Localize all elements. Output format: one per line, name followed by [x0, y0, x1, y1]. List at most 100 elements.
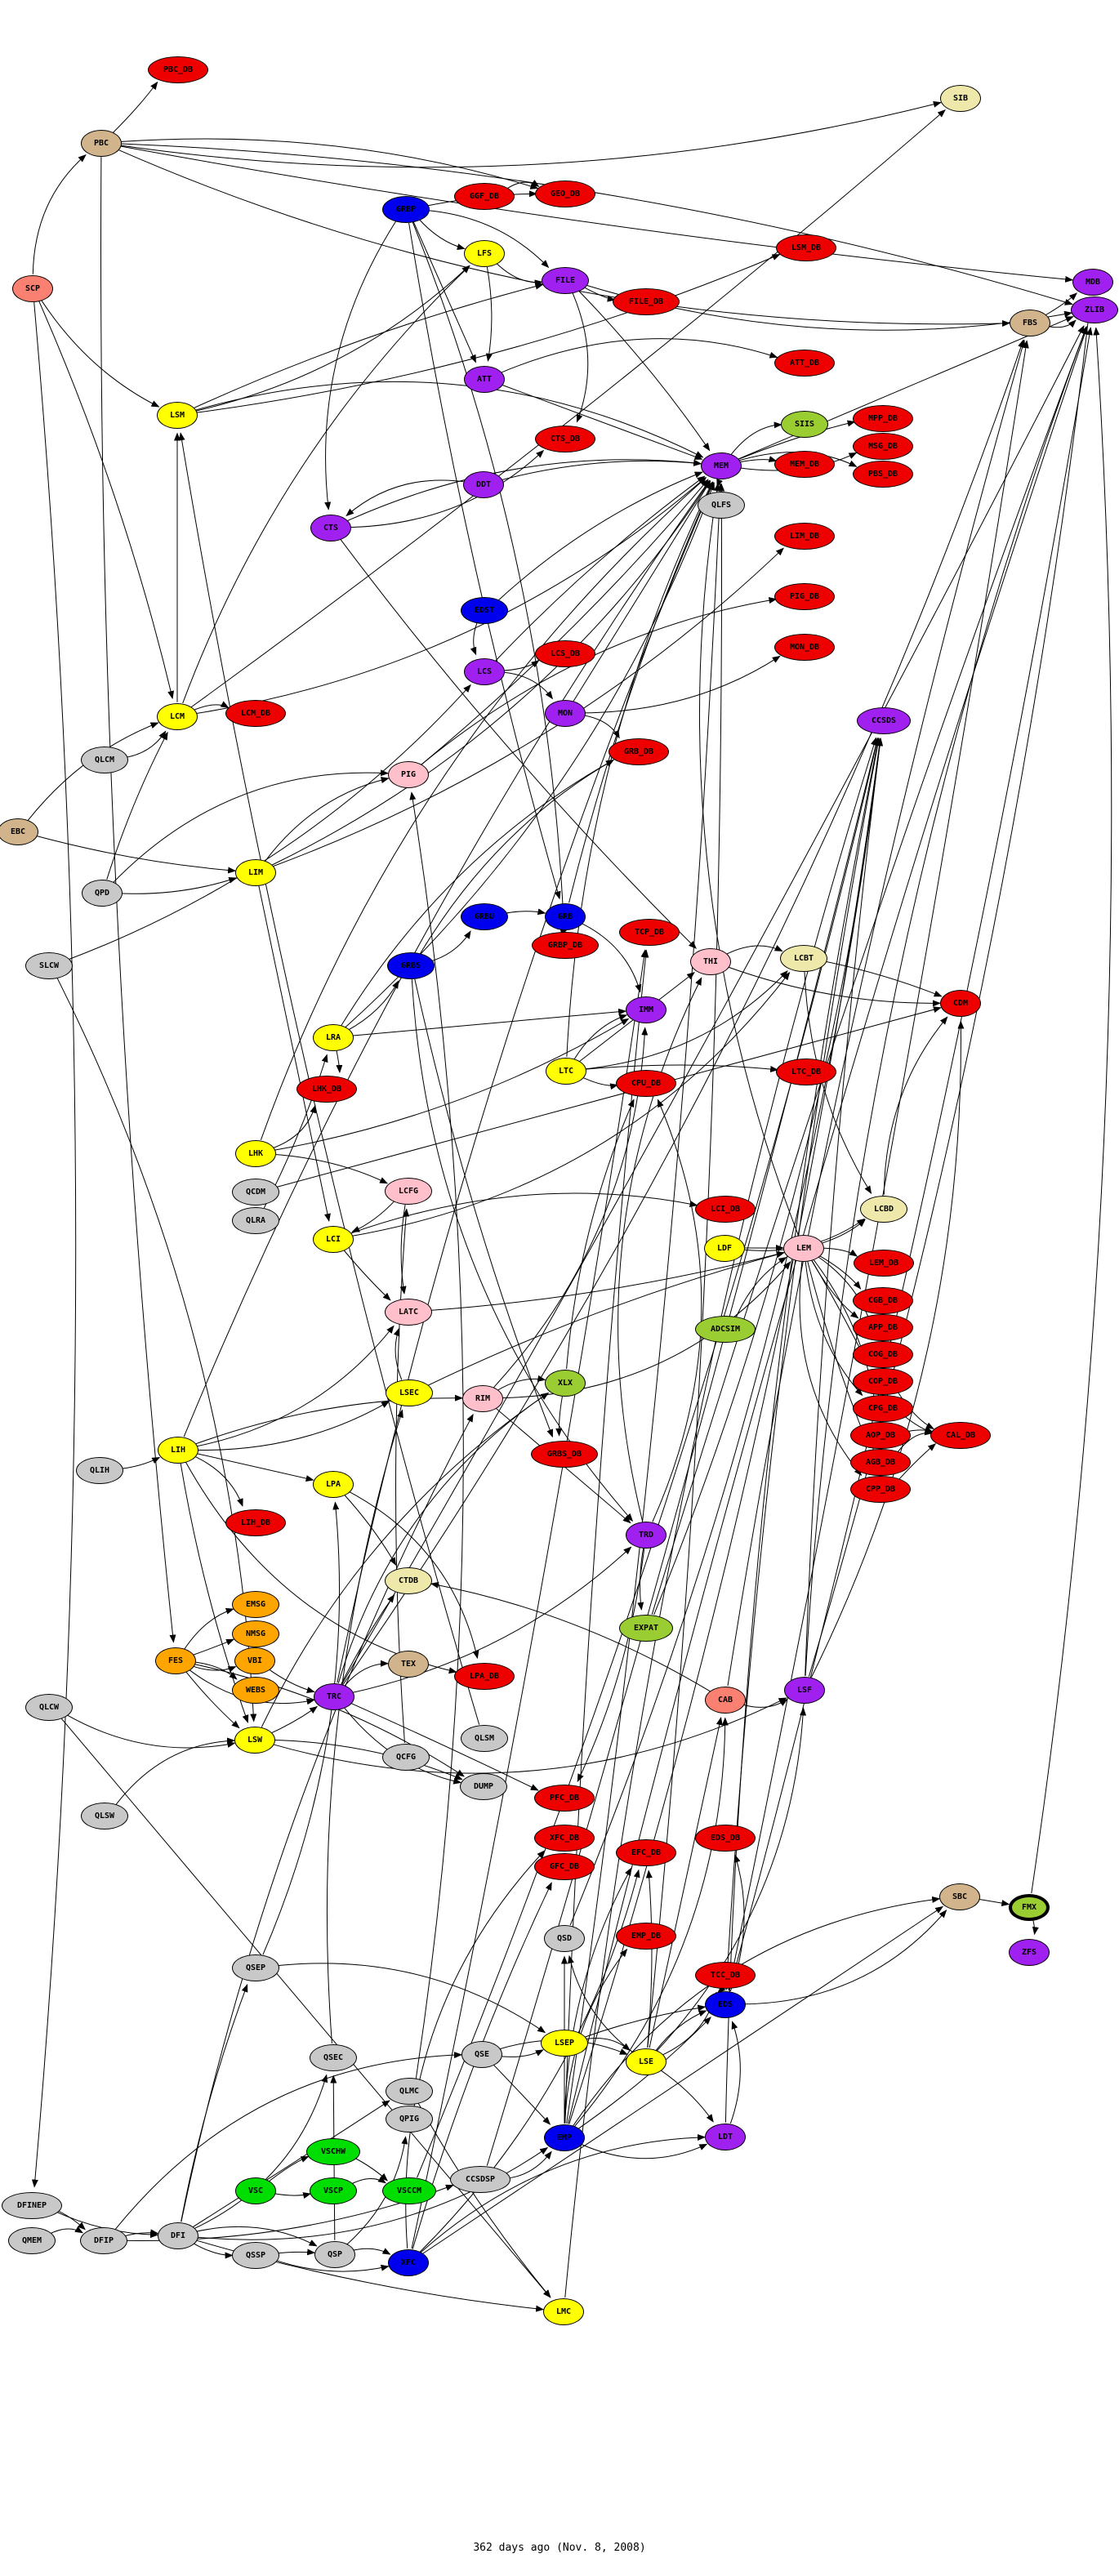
node-ldf[interactable]: LDF [704, 1234, 745, 1262]
node-fbs[interactable]: FBS [1010, 309, 1050, 336]
node-latc[interactable]: LATC [385, 1298, 432, 1326]
node-aop_db[interactable]: AOP_DB [850, 1421, 911, 1449]
node-qssp[interactable]: QSSP [232, 2241, 279, 2269]
node-ldt[interactable]: LDT [705, 2123, 746, 2150]
node-trc[interactable]: TRC [314, 1682, 354, 1710]
node-qpd[interactable]: QPD [82, 879, 123, 907]
node-qlfs[interactable]: QLFS [698, 491, 745, 519]
node-lcbd[interactable]: LCBD [860, 1195, 907, 1223]
node-slcw[interactable]: SLCW [25, 952, 73, 979]
node-sib[interactable]: SIB [940, 84, 981, 112]
node-cog_db[interactable]: COG_DB [853, 1340, 913, 1368]
node-lsm_db[interactable]: LSM_DB [776, 234, 836, 261]
node-lsec[interactable]: LSEC [386, 1379, 433, 1406]
node-ggf_db[interactable]: GGF_DB [454, 182, 515, 210]
node-lih_db[interactable]: LIH_DB [225, 1509, 286, 1536]
node-siis[interactable]: SIIS [781, 410, 828, 438]
node-eds_db[interactable]: EDS_DB [695, 1824, 756, 1852]
node-rim[interactable]: RIM [462, 1384, 503, 1412]
node-emp_db[interactable]: EMP_DB [616, 1922, 676, 1950]
node-qlcm[interactable]: QLCM [81, 746, 128, 773]
node-qlsm[interactable]: QLSM [461, 1724, 508, 1752]
node-ctdb[interactable]: CTDB [385, 1567, 432, 1594]
node-agb_db[interactable]: AGB_DB [850, 1448, 911, 1476]
node-grbs[interactable]: GRBS [387, 952, 435, 979]
node-cgb_db[interactable]: CGB_DB [853, 1286, 913, 1314]
node-cab[interactable]: CAB [705, 1686, 746, 1714]
node-app_db[interactable]: APP_DB [853, 1313, 913, 1341]
node-mem[interactable]: MEM [701, 452, 742, 479]
node-qcfg[interactable]: QCFG [382, 1743, 430, 1771]
node-mdb[interactable]: MDB [1072, 268, 1113, 296]
node-fmx[interactable]: FMX [1009, 1893, 1050, 1921]
node-cpg_db[interactable]: CPG_DB [853, 1394, 913, 1422]
node-ddt[interactable]: DDT [463, 470, 504, 498]
node-webs[interactable]: WEBS [232, 1676, 279, 1704]
node-lhk[interactable]: LHK [235, 1139, 276, 1167]
node-pig_db[interactable]: PIG_DB [774, 582, 835, 610]
node-grb[interactable]: GRB [545, 902, 586, 930]
node-qsep[interactable]: QSEP [232, 1954, 279, 1981]
node-lim[interactable]: LIM [235, 858, 276, 886]
node-grbu[interactable]: GRBU [461, 902, 508, 930]
node-nmsg[interactable]: NMSG [232, 1620, 279, 1647]
node-qcdm[interactable]: QCDM [232, 1178, 279, 1206]
node-lfs[interactable]: LFS [464, 239, 505, 267]
node-ltc_db[interactable]: LTC_DB [776, 1058, 836, 1085]
node-grbp[interactable]: GRBP [382, 195, 430, 223]
node-sbc[interactable]: SBC [939, 1883, 980, 1910]
node-grbs_db[interactable]: GRBS_DB [531, 1440, 598, 1468]
node-xlx[interactable]: XLX [545, 1369, 586, 1397]
node-lsw[interactable]: LSW [234, 1726, 275, 1754]
node-qsd[interactable]: QSD [544, 1924, 585, 1952]
node-scp[interactable]: SCP [12, 274, 53, 302]
node-zlib[interactable]: ZLIB [1071, 296, 1118, 323]
node-lpa_db[interactable]: LPA_DB [454, 1662, 515, 1690]
node-cts[interactable]: CTS [310, 514, 351, 541]
node-ebc[interactable]: EBC [0, 818, 38, 845]
node-cal_db[interactable]: CAL_DB [930, 1421, 991, 1449]
node-gfc_db[interactable]: GFC_DB [534, 1852, 595, 1880]
node-cpp_db[interactable]: CPP_DB [850, 1475, 911, 1503]
node-pbc[interactable]: PBC [81, 129, 122, 157]
node-lpa[interactable]: LPA [313, 1470, 354, 1498]
node-lih[interactable]: LIH [158, 1436, 198, 1464]
node-expat[interactable]: EXPAT [619, 1614, 673, 1642]
node-dfi[interactable]: DFI [158, 2222, 198, 2249]
node-ccsdsp[interactable]: CCSDSP [450, 2165, 510, 2193]
node-vschw[interactable]: VSCHW [306, 2137, 360, 2165]
node-lcs_db[interactable]: LCS_DB [535, 640, 595, 667]
node-lsf[interactable]: LSF [784, 1676, 825, 1704]
node-tex[interactable]: TEX [388, 1650, 429, 1678]
node-dfinep[interactable]: DFINEP [2, 2191, 62, 2219]
node-eds[interactable]: EDS [705, 1990, 746, 2018]
node-att_db[interactable]: ATT_DB [774, 349, 835, 377]
node-xfc[interactable]: XFC [388, 2248, 429, 2276]
node-thi[interactable]: THI [690, 947, 731, 975]
node-trd[interactable]: TRD [626, 1521, 666, 1549]
node-edst[interactable]: EDST [461, 596, 508, 624]
node-tcp_db[interactable]: TCP_DB [619, 918, 680, 946]
node-lra[interactable]: LRA [313, 1023, 354, 1051]
node-grb_db[interactable]: GRB_DB [609, 738, 669, 765]
node-lcm[interactable]: LCM [157, 702, 198, 730]
node-grbp_db[interactable]: GRBP_DB [532, 931, 599, 959]
node-qsec[interactable]: QSEC [310, 2043, 357, 2071]
node-geo_db[interactable]: GEO_DB [535, 180, 595, 207]
node-tcc_db[interactable]: TCC_DB [695, 1961, 756, 1989]
node-lcm_db[interactable]: LCM_DB [225, 699, 286, 727]
node-lsep[interactable]: LSEP [541, 2029, 588, 2057]
node-qlmc[interactable]: QLMC [386, 2077, 433, 2105]
node-lhk_db[interactable]: LHK_DB [296, 1075, 357, 1103]
node-pfc_db[interactable]: PFC_DB [534, 1784, 595, 1812]
node-lcbt[interactable]: LCBT [780, 944, 827, 972]
node-lci[interactable]: LCI [313, 1225, 354, 1253]
node-qmem[interactable]: QMEM [8, 2226, 56, 2254]
node-cop_db[interactable]: COP_DB [853, 1367, 913, 1395]
node-mon_db[interactable]: MON_DB [774, 633, 835, 661]
node-ltc[interactable]: LTC [546, 1057, 586, 1085]
node-qlcw[interactable]: QLCW [25, 1693, 73, 1721]
node-qse[interactable]: QSE [461, 2040, 502, 2068]
node-cdm[interactable]: CDM [940, 989, 981, 1017]
node-vsc[interactable]: VSC [235, 2177, 276, 2204]
